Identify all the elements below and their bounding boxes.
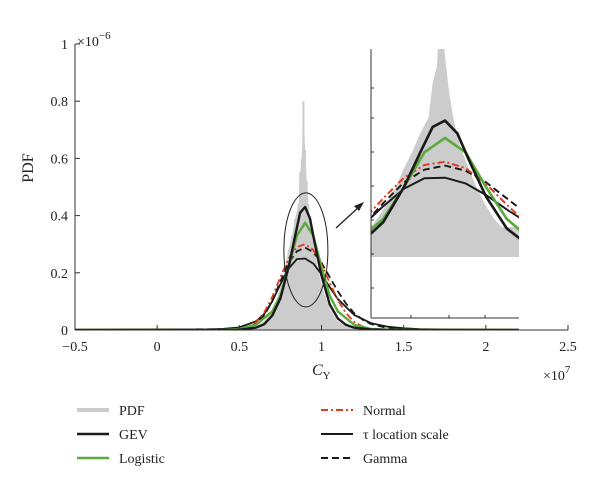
x-tick-label: 2 — [482, 340, 489, 355]
legend-label-pdf: PDF — [119, 404, 145, 419]
y-axis-label: PDF — [20, 153, 37, 182]
legend-label-logistic: Logistic — [119, 452, 165, 467]
y-tick-label: 0.2 — [51, 267, 69, 282]
legend-label-gamma: Gamma — [363, 452, 408, 467]
legend-label-normal: Normal — [363, 404, 406, 419]
series-line-gev — [75, 205, 519, 330]
series-line-normal — [371, 160, 519, 218]
y-tick-label: 1 — [61, 38, 68, 53]
series-line-location-scale — [75, 257, 519, 330]
inset-histogram — [371, 49, 519, 257]
series-line-gev — [371, 119, 519, 240]
x-multiplier-exponent: 7 — [565, 364, 571, 376]
x-tick-label: 0.5 — [231, 340, 249, 355]
legend-label-location-scale: τ location scale — [363, 428, 449, 443]
x-tick-label: 1 — [318, 340, 325, 355]
zoom-arrowhead — [354, 202, 364, 211]
legend-label-gev: GEV — [119, 428, 148, 443]
x-multiplier: ×107 — [543, 364, 571, 384]
inset-histogram-area — [371, 49, 519, 257]
y-tick-label: 0.4 — [51, 210, 69, 225]
x-axis-label: CY — [312, 362, 331, 382]
x-tick-label: 1.5 — [395, 340, 413, 355]
y-tick-label: 0.8 — [51, 95, 69, 110]
inset-histogram-base — [371, 227, 519, 257]
y-tick-label: 0 — [61, 324, 68, 339]
series-lines — [75, 205, 519, 330]
y-multiplier: ×10−6 — [77, 30, 111, 50]
legend: PDF GEV Logistic Normal τ location scale Gamm… — [77, 404, 449, 467]
x-tick-label: 0 — [154, 340, 161, 355]
zoom-arrow — [335, 205, 361, 229]
zoom-ellipse — [283, 192, 329, 308]
series-line-location-scale — [371, 176, 519, 220]
inset-series-lines — [371, 119, 519, 240]
y-multiplier-exponent: −6 — [99, 30, 111, 42]
x-tick-label: 2.5 — [559, 340, 577, 355]
y-tick-label: 0.6 — [51, 152, 69, 167]
inset-histogram-spike — [437, 49, 444, 257]
x-tick-label: −0.5 — [62, 340, 87, 355]
series-line-logistic — [371, 136, 519, 232]
x-axis-label-subscript: Y — [323, 370, 331, 382]
